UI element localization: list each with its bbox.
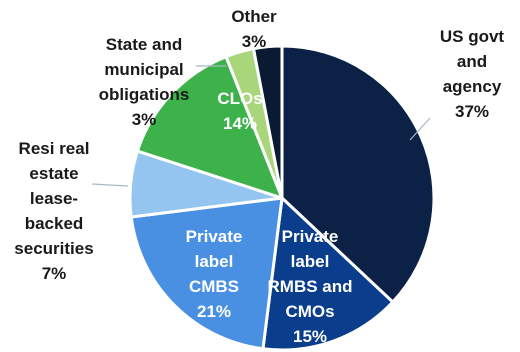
slice-label-4: CLOs 14% (217, 89, 262, 133)
slice-label-6: Other 3% (231, 7, 277, 51)
pie-slice-2 (129, 196, 284, 351)
leader-line-0 (409, 117, 431, 141)
slice-label-line: municipal (104, 60, 183, 79)
slice-label-5: State and municipal obligations 3% (99, 35, 190, 129)
pie-slice-1 (261, 196, 395, 352)
slice-label-line: RMBS and (268, 277, 353, 296)
slice-label-line: obligations (99, 85, 190, 104)
slice-label-line: estate (29, 164, 78, 183)
pie-slice-0 (280, 44, 436, 304)
leader-line-3 (91, 183, 129, 187)
slice-label-line: backed (25, 214, 84, 233)
slice-label-line: agency (443, 77, 502, 96)
slice-labels: US govt and agency 37% Private label RMBS and C… (14, 7, 504, 346)
pie-slice-4 (135, 55, 284, 200)
pie-slice-6 (252, 44, 284, 200)
slice-label-line: label (195, 252, 234, 271)
slice-label-line: CLOs (217, 89, 262, 108)
slice-label-1: Private label RMBS and CMOs 15% (268, 227, 353, 346)
slice-label-line: label (291, 252, 330, 271)
slice-label-line: CMOs (285, 302, 334, 321)
slice-label-line: State and (106, 35, 183, 54)
slice-label-line: securities (14, 239, 93, 258)
slice-label-line: and (457, 52, 487, 71)
slice-label-line: 37% (455, 102, 489, 121)
slice-label-line: US govt (440, 27, 505, 46)
slice-label-0: US govt and agency 37% (440, 27, 505, 121)
slice-label-line: 3% (242, 32, 267, 51)
slice-label-line: 15% (293, 327, 327, 346)
slice-label-line: 3% (132, 110, 157, 129)
slice-label-line: 21% (197, 302, 231, 321)
slice-label-line: Private (186, 227, 243, 246)
slice-label-line: lease- (30, 189, 78, 208)
slice-label-line: Other (231, 7, 277, 26)
slice-label-line: Private (282, 227, 339, 246)
leader-lines (91, 65, 431, 187)
slice-label-2: Private label CMBS 21% (186, 227, 243, 321)
slice-label-line: Resi real (19, 139, 90, 158)
slice-label-line: CMBS (189, 277, 239, 296)
slice-label-line: 14% (223, 114, 257, 133)
slice-label-3: Resi real estate lease-backed securities 7% (14, 139, 93, 283)
pie-slices (128, 44, 436, 352)
slice-label-line: 7% (42, 264, 67, 283)
